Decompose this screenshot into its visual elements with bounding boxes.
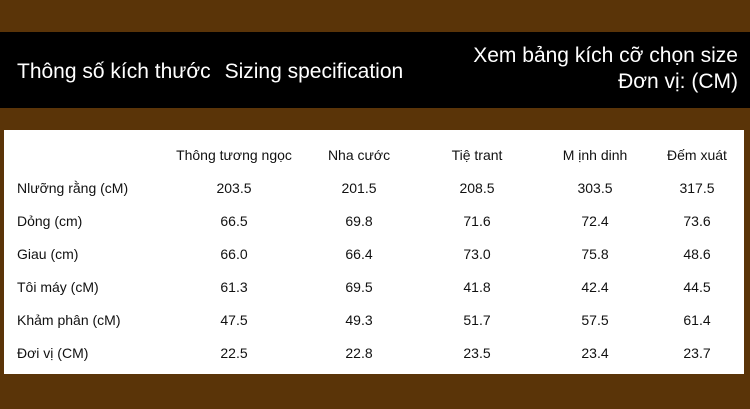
row-label: Dỏng (cm): [17, 212, 83, 229]
table-cell: 66.4: [345, 245, 373, 262]
column-header-empty: [4, 138, 164, 171]
table-cell: 208.5: [459, 179, 495, 196]
header-title: Thông số kích thước Sizing specification: [17, 60, 403, 84]
column-header: M ịnh dinh: [562, 146, 628, 163]
row-label: Đơi vị (CM): [17, 344, 89, 361]
table-cell: 42.4: [581, 278, 609, 295]
table-cell: 61.3: [220, 278, 248, 295]
table-cell: 201.5: [341, 179, 377, 196]
table-cell: 303.5: [577, 179, 613, 196]
row-label: Khảm phân (cM): [17, 311, 121, 328]
table-cell: 66.5: [220, 212, 248, 229]
table-cell: 49.3: [345, 311, 373, 328]
table-cell: 73.6: [683, 212, 711, 229]
table-row: Nlưỡng rằng (cM) 203.5 201.5 208.5 303.5…: [4, 171, 744, 204]
row-label: Tôi máy (cM): [17, 278, 99, 295]
table-row: Dỏng (cm) 66.5 69.8 71.6 72.4 73.6: [4, 204, 744, 237]
table-cell: 317.5: [679, 179, 715, 196]
table-cell: 57.5: [581, 311, 609, 328]
size-table: Thông tương ngọc Nha cước Tiệ trant M ịn…: [4, 138, 744, 369]
table-row: Khảm phân (cM) 47.5 49.3 51.7 57.5 61.4: [4, 303, 744, 336]
table-cell: 23.5: [463, 344, 491, 361]
table-header-row: Thông tương ngọc Nha cước Tiệ trant M ịn…: [4, 138, 744, 171]
table-cell: 41.8: [463, 278, 491, 295]
column-header: Đếm xuát: [667, 146, 727, 163]
header-note: Xem bảng kích cỡ chọn size Đơn vị: (CM): [473, 43, 738, 95]
table-cell: 48.6: [683, 245, 711, 262]
title-english: Sizing specification: [224, 60, 404, 83]
table-cell: 203.5: [216, 179, 252, 196]
table-cell: 75.8: [581, 245, 609, 262]
table-cell: 72.4: [581, 212, 609, 229]
table-cell: 23.7: [683, 344, 711, 361]
table-cell: 44.5: [683, 278, 711, 295]
column-header: Nha cước: [327, 146, 391, 163]
table-cell: 66.0: [220, 245, 248, 262]
table-cell: 69.8: [345, 212, 373, 229]
table-row: Đơi vị (CM) 22.5 22.8 23.5 23.4 23.7: [4, 336, 744, 369]
row-label: Nlưỡng rằng (cM): [17, 179, 129, 196]
column-header: Thông tương ngọc: [176, 146, 292, 163]
column-header: Tiệ trant: [451, 146, 503, 163]
table-row: Giau (cm) 66.0 66.4 73.0 75.8 48.6: [4, 237, 744, 270]
size-table-panel: Thông tương ngọc Nha cước Tiệ trant M ịn…: [4, 130, 744, 374]
table-cell: 51.7: [463, 311, 491, 328]
row-label: Giau (cm): [17, 245, 79, 262]
table-cell: 69.5: [345, 278, 373, 295]
table-cell: 22.5: [220, 344, 248, 361]
table-cell: 73.0: [463, 245, 491, 262]
unit-note: Đơn vị: (CM): [618, 70, 738, 93]
table-cell: 47.5: [220, 311, 248, 328]
title-vietnamese: Thông số kích thước: [17, 60, 211, 83]
table-cell: 22.8: [345, 344, 373, 361]
header-banner: Thông số kích thước Sizing specification …: [0, 32, 750, 108]
table-cell: 71.6: [463, 212, 491, 229]
table-cell: 61.4: [683, 311, 711, 328]
size-chart-note: Xem bảng kích cỡ chọn size: [473, 44, 738, 67]
table-row: Tôi máy (cM) 61.3 69.5 41.8 42.4 44.5: [4, 270, 744, 303]
table-cell: 23.4: [581, 344, 609, 361]
